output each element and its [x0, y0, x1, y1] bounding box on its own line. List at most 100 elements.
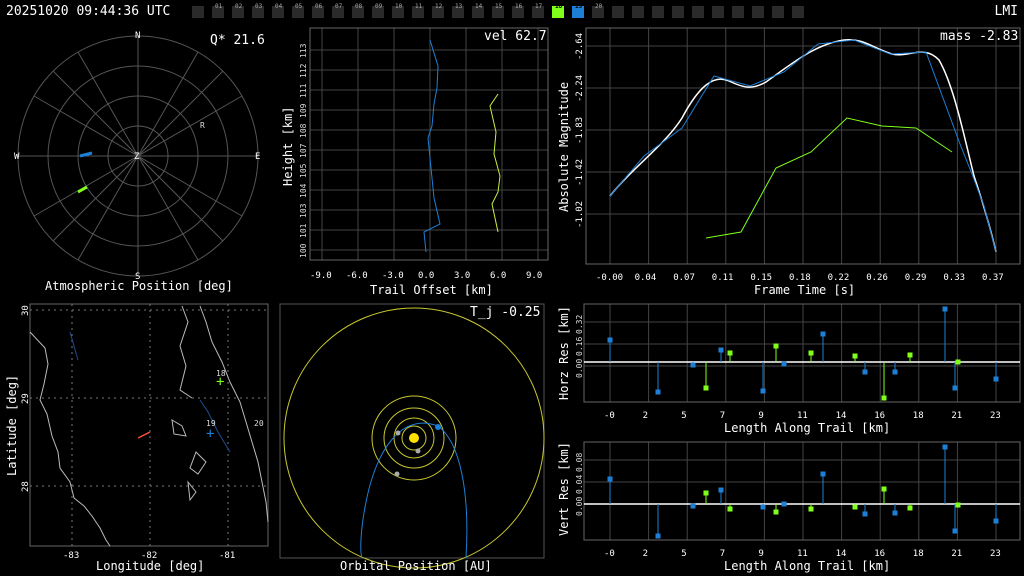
station-chip-label: 12 [435, 3, 443, 10]
map-ytick-0: 30 [21, 305, 31, 316]
horz-residual-point [808, 350, 814, 356]
station-chip[interactable] [612, 6, 624, 18]
trail-ytick: 113 [299, 43, 308, 58]
meteoroid-orbit [360, 422, 468, 559]
vert-residual-point [607, 476, 613, 482]
trail-ytick: 105 [299, 163, 308, 178]
station-chip[interactable] [652, 6, 664, 18]
vert-residual-point [727, 506, 733, 512]
vert-xtick: 14 [836, 549, 847, 559]
station-chip[interactable]: 03 [252, 3, 264, 18]
vert-residual-point [773, 509, 779, 515]
station-chip[interactable]: 01 [212, 3, 224, 18]
south-label: S [135, 272, 140, 282]
horz-residual-point [955, 359, 961, 365]
trail-offset-panel: -9.0 -6.0 -3.0 0.0 3.0 6.0 9.0 100 101 103 104 105… [281, 26, 552, 298]
horz-residual-point [993, 376, 999, 382]
vert-residual-point [718, 487, 724, 493]
station-chip[interactable] [732, 6, 744, 18]
station-chip[interactable]: 14 [472, 3, 484, 18]
station-2-track [79, 151, 93, 158]
mag-ytick: -2.64 [575, 33, 585, 60]
timestamp: 20251020 09:44:36 UTC [6, 4, 171, 19]
horz-xtick: 2 [643, 411, 648, 421]
station-chip-label: 17 [535, 3, 543, 10]
station-chip[interactable]: 17 [532, 3, 544, 18]
tisserand-value: T_j -0.25 [470, 305, 540, 320]
station-chip[interactable]: 02 [232, 3, 244, 18]
station-chip[interactable] [712, 6, 724, 18]
magnitude-panel: -0.00 0.04 0.07 0.11 0.15 0.18 0.22 0.26 0.29 0.3… [554, 26, 1024, 298]
horz-xtick: 14 [836, 411, 847, 421]
horz-xtick: 9 [758, 411, 763, 421]
station-chip-label: 05 [295, 3, 303, 10]
station-chip[interactable] [792, 6, 804, 18]
vert-residual-point [760, 504, 766, 510]
station-2-magnitude [609, 39, 997, 253]
station-chip[interactable]: 06 [312, 3, 324, 18]
station-chip-label: 13 [455, 3, 463, 10]
trail-ytick: 109 [299, 103, 308, 118]
vert-residual-point [703, 490, 709, 496]
station-chip[interactable]: 09 [372, 3, 384, 18]
station-chip[interactable]: 07 [332, 3, 344, 18]
station-chip[interactable]: 16 [512, 3, 524, 18]
horz-xtick: 7 [720, 411, 725, 421]
station-chip[interactable]: 08 [352, 3, 364, 18]
station-chip-label: 14 [475, 3, 483, 10]
map-xtick-0: -83 [63, 551, 79, 561]
station-chip[interactable] [692, 6, 704, 18]
station-chip[interactable]: 20 [592, 3, 604, 18]
mag-xtick: 0.07 [673, 273, 695, 283]
polar-plot: N E S W Z R Q* 21.6 Atmospheric Position… [14, 31, 265, 293]
mag-xtick: 0.11 [712, 273, 734, 283]
station-chip-label: 06 [315, 3, 323, 10]
station-chip[interactable]: 12 [432, 3, 444, 18]
station-chip-label: 08 [355, 3, 363, 10]
vert-residual-point [955, 502, 961, 508]
mag-xtick: -0.00 [596, 273, 623, 283]
station-chip[interactable] [192, 6, 204, 18]
vert-residual-point [808, 506, 814, 512]
svg-text:+: + [206, 426, 214, 442]
station-chip[interactable]: 10 [392, 3, 404, 18]
vert-ytick: 0.00 [575, 497, 584, 516]
station-chip[interactable]: 05 [292, 3, 304, 18]
horz-residual-point [727, 350, 733, 356]
orbit-xlabel: Orbital Position [AU] [340, 559, 492, 573]
mag-xtick: 0.22 [828, 273, 850, 283]
station-chip[interactable] [632, 6, 644, 18]
atmospheric-position-panel: N E S W Z R Q* 21.6 Atmospheric Position… [0, 26, 280, 296]
horz-residual-point [852, 353, 858, 359]
magnitude-fit-curve [609, 39, 997, 253]
vert-residual-point [892, 510, 898, 516]
station-chip[interactable]: 15 [492, 3, 504, 18]
map-ytick-2: 28 [21, 481, 31, 492]
mag-ytick: -1.42 [575, 159, 585, 186]
horz-residual-point [703, 385, 709, 391]
vert-xtick: 5 [681, 549, 686, 559]
station-chip[interactable]: 04 [272, 3, 284, 18]
velocity-value: vel 62.7 [484, 29, 547, 44]
vert-residual-point [820, 471, 826, 477]
zenith-label: Z [134, 152, 140, 162]
station-chip[interactable] [772, 6, 784, 18]
trail-xtick: 6.0 [490, 271, 506, 281]
vert-residual-point [852, 504, 858, 510]
trail-ytick: 103 [299, 203, 308, 218]
station-chip[interactable]: 19 [572, 3, 584, 18]
station-chip[interactable]: 18 [552, 3, 564, 18]
station-chip[interactable] [752, 6, 764, 18]
vert-xtick: 9 [758, 549, 763, 559]
horz-residual-point [862, 369, 868, 375]
west-label: W [14, 152, 20, 162]
station-chip[interactable] [672, 6, 684, 18]
station-chip[interactable]: 13 [452, 3, 464, 18]
ground-map-panel: + + 18 19 20 -83 -82 -81 30 29 28 Longit… [0, 302, 278, 576]
horz-residual-point [690, 362, 696, 368]
mag-xtick: 0.33 [943, 273, 965, 283]
vert-xtick: 18 [913, 549, 924, 559]
horz-xlabel: Length Along Trail [km] [724, 421, 890, 435]
station-chip-label: 11 [415, 3, 423, 10]
station-chip[interactable]: 11 [412, 3, 424, 18]
